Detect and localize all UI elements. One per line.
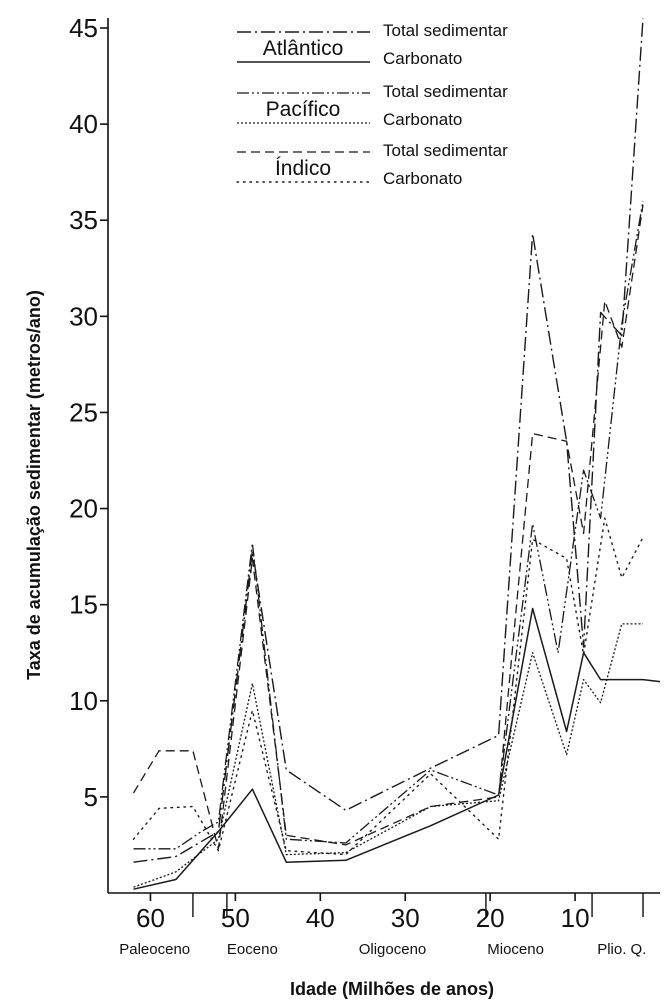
epoch-label: Eoceno (227, 941, 278, 958)
series-lines (132, 18, 661, 890)
legend-total-label: Total sedimentar (383, 141, 508, 160)
legend-ocean-name: Pacífico (266, 98, 341, 121)
x-axis-title: Idade (Milhões de anos) (290, 979, 494, 999)
legend-carbonato-label: Carbonato (383, 49, 462, 68)
series-atlantico-total (133, 18, 644, 863)
x-tick-label: 50 (221, 903, 250, 933)
series-atlantico-carbonato (133, 607, 661, 890)
x-tick-label: 60 (136, 903, 165, 933)
epoch-label: Paleoceno (119, 941, 190, 958)
series-indico-carbonato (132, 517, 644, 856)
x-tick-label: 20 (476, 903, 505, 933)
legend-ocean-name: Atlântico (263, 37, 344, 60)
series-pacifico-carbonato (133, 623, 643, 888)
y-tick-label: 30 (69, 301, 98, 331)
y-tick-label: 5 (84, 782, 98, 812)
series-indico-total (132, 204, 644, 850)
legend-total-label: Total sedimentar (383, 21, 508, 40)
legend-total-label: Total sedimentar (383, 82, 508, 101)
y-tick-label: 35 (69, 205, 98, 235)
legend-ocean-name: Índico (275, 157, 331, 180)
y-tick-label: 10 (69, 686, 98, 716)
y-tick-label: 40 (69, 109, 98, 139)
y-tick-label: 20 (69, 494, 98, 524)
epoch-label: Plio. Q. (597, 941, 646, 958)
tick-labels: 5 10 15 20 25 30 35 40 45 60 50 40 30 20 10 Paleoceno Eo… (69, 13, 646, 958)
y-axis-title: Taxa de acumulação sedimentar (metros/an… (24, 290, 44, 680)
legend-carbonato-label: Carbonato (383, 110, 462, 129)
y-tick-label: 25 (69, 397, 98, 427)
epoch-label: Oligoceno (359, 941, 427, 958)
legend-carbonato-label: Carbonato (383, 169, 462, 188)
series-pacifico-total (133, 200, 644, 850)
x-tick-label: 10 (561, 903, 590, 933)
y-tick-label: 15 (69, 590, 98, 620)
x-tick-label: 30 (391, 903, 420, 933)
legend: Atlântico Total sedimentar Carbonato Pacífi… (236, 21, 508, 188)
axes (100, 18, 660, 917)
y-tick-label: 45 (69, 13, 98, 43)
epoch-label: Mioceno (487, 941, 544, 958)
x-tick-label: 40 (306, 903, 335, 933)
